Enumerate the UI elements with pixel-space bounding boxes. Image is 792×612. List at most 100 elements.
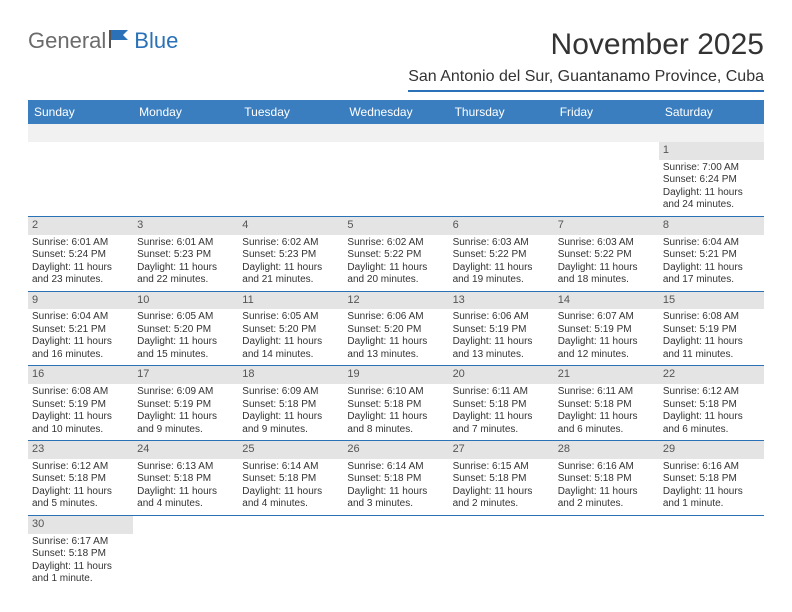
blank-row bbox=[28, 124, 764, 142]
sunrise-line: Sunrise: 6:15 AM bbox=[453, 461, 550, 474]
sunrise-line: Sunrise: 6:04 AM bbox=[32, 311, 129, 324]
sunset-line: Sunset: 5:18 PM bbox=[663, 399, 760, 412]
sunset-line: Sunset: 5:18 PM bbox=[453, 473, 550, 486]
day-number: 7 bbox=[554, 217, 659, 235]
empty-cell bbox=[554, 515, 659, 589]
sunrise-line: Sunrise: 7:00 AM bbox=[663, 162, 760, 175]
day-body: Sunrise: 6:04 AMSunset: 5:21 PMDaylight:… bbox=[28, 309, 133, 365]
day-body: Sunrise: 6:12 AMSunset: 5:18 PMDaylight:… bbox=[28, 459, 133, 515]
daylight-line: Daylight: 11 hours and 6 minutes. bbox=[663, 411, 760, 436]
title-rule bbox=[408, 90, 764, 92]
day-cell: 12Sunrise: 6:06 AMSunset: 5:20 PMDayligh… bbox=[343, 291, 448, 366]
sunrise-line: Sunrise: 6:06 AM bbox=[453, 311, 550, 324]
day-number: 6 bbox=[449, 217, 554, 235]
daylight-line: Daylight: 11 hours and 10 minutes. bbox=[32, 411, 129, 436]
weekday-header: Saturday bbox=[659, 100, 764, 124]
week-row: 2Sunrise: 6:01 AMSunset: 5:24 PMDaylight… bbox=[28, 216, 764, 291]
daylight-line: Daylight: 11 hours and 17 minutes. bbox=[663, 262, 760, 287]
day-body: Sunrise: 6:03 AMSunset: 5:22 PMDaylight:… bbox=[554, 235, 659, 291]
day-number: 27 bbox=[449, 441, 554, 459]
day-cell: 27Sunrise: 6:15 AMSunset: 5:18 PMDayligh… bbox=[449, 441, 554, 516]
day-body: Sunrise: 6:01 AMSunset: 5:24 PMDaylight:… bbox=[28, 235, 133, 291]
daylight-line: Daylight: 11 hours and 1 minute. bbox=[32, 561, 129, 586]
sunrise-line: Sunrise: 6:08 AM bbox=[663, 311, 760, 324]
location: San Antonio del Sur, Guantanamo Province… bbox=[408, 68, 764, 86]
day-body: Sunrise: 6:11 AMSunset: 5:18 PMDaylight:… bbox=[449, 384, 554, 440]
day-body: Sunrise: 6:13 AMSunset: 5:18 PMDaylight:… bbox=[133, 459, 238, 515]
day-body: Sunrise: 6:14 AMSunset: 5:18 PMDaylight:… bbox=[238, 459, 343, 515]
day-body: Sunrise: 6:03 AMSunset: 5:22 PMDaylight:… bbox=[449, 235, 554, 291]
daylight-line: Daylight: 11 hours and 6 minutes. bbox=[558, 411, 655, 436]
sunset-line: Sunset: 5:18 PM bbox=[663, 473, 760, 486]
calendar-table: Sunday Monday Tuesday Wednesday Thursday… bbox=[28, 100, 764, 590]
daylight-line: Daylight: 11 hours and 11 minutes. bbox=[663, 336, 760, 361]
sunset-line: Sunset: 5:19 PM bbox=[137, 399, 234, 412]
day-number: 9 bbox=[28, 292, 133, 310]
daylight-line: Daylight: 11 hours and 18 minutes. bbox=[558, 262, 655, 287]
day-cell: 1Sunrise: 7:00 AMSunset: 6:24 PMDaylight… bbox=[659, 142, 764, 216]
daylight-line: Daylight: 11 hours and 12 minutes. bbox=[558, 336, 655, 361]
day-number: 24 bbox=[133, 441, 238, 459]
day-cell: 4Sunrise: 6:02 AMSunset: 5:23 PMDaylight… bbox=[238, 216, 343, 291]
sunrise-line: Sunrise: 6:08 AM bbox=[32, 386, 129, 399]
header: General Blue November 2025 San Antonio d… bbox=[28, 28, 764, 92]
day-number: 23 bbox=[28, 441, 133, 459]
sunset-line: Sunset: 5:19 PM bbox=[558, 324, 655, 337]
daylight-line: Daylight: 11 hours and 5 minutes. bbox=[32, 486, 129, 511]
daylight-line: Daylight: 11 hours and 8 minutes. bbox=[347, 411, 444, 436]
empty-cell bbox=[449, 142, 554, 216]
title-block: November 2025 San Antonio del Sur, Guant… bbox=[408, 28, 764, 92]
day-cell: 28Sunrise: 6:16 AMSunset: 5:18 PMDayligh… bbox=[554, 441, 659, 516]
day-cell: 11Sunrise: 6:05 AMSunset: 5:20 PMDayligh… bbox=[238, 291, 343, 366]
blank-cell bbox=[28, 124, 133, 142]
weekday-header: Sunday bbox=[28, 100, 133, 124]
sunrise-line: Sunrise: 6:11 AM bbox=[558, 386, 655, 399]
daylight-line: Daylight: 11 hours and 2 minutes. bbox=[453, 486, 550, 511]
day-body: Sunrise: 7:00 AMSunset: 6:24 PMDaylight:… bbox=[659, 160, 764, 216]
sunrise-line: Sunrise: 6:12 AM bbox=[663, 386, 760, 399]
day-number: 20 bbox=[449, 366, 554, 384]
day-number: 25 bbox=[238, 441, 343, 459]
sunset-line: Sunset: 5:22 PM bbox=[453, 249, 550, 262]
day-number: 1 bbox=[659, 142, 764, 160]
daylight-line: Daylight: 11 hours and 1 minute. bbox=[663, 486, 760, 511]
sunset-line: Sunset: 6:24 PM bbox=[663, 174, 760, 187]
sunrise-line: Sunrise: 6:16 AM bbox=[558, 461, 655, 474]
day-cell: 26Sunrise: 6:14 AMSunset: 5:18 PMDayligh… bbox=[343, 441, 448, 516]
day-number: 21 bbox=[554, 366, 659, 384]
blank-cell bbox=[659, 124, 764, 142]
day-cell: 24Sunrise: 6:13 AMSunset: 5:18 PMDayligh… bbox=[133, 441, 238, 516]
sunset-line: Sunset: 5:21 PM bbox=[32, 324, 129, 337]
day-body: Sunrise: 6:02 AMSunset: 5:23 PMDaylight:… bbox=[238, 235, 343, 291]
day-cell: 29Sunrise: 6:16 AMSunset: 5:18 PMDayligh… bbox=[659, 441, 764, 516]
week-row: 16Sunrise: 6:08 AMSunset: 5:19 PMDayligh… bbox=[28, 366, 764, 441]
sunset-line: Sunset: 5:21 PM bbox=[663, 249, 760, 262]
day-body: Sunrise: 6:08 AMSunset: 5:19 PMDaylight:… bbox=[28, 384, 133, 440]
day-body: Sunrise: 6:09 AMSunset: 5:18 PMDaylight:… bbox=[238, 384, 343, 440]
day-number: 22 bbox=[659, 366, 764, 384]
sunset-line: Sunset: 5:18 PM bbox=[558, 399, 655, 412]
day-body: Sunrise: 6:12 AMSunset: 5:18 PMDaylight:… bbox=[659, 384, 764, 440]
sunset-line: Sunset: 5:18 PM bbox=[137, 473, 234, 486]
flag-icon bbox=[108, 28, 132, 54]
day-cell: 30Sunrise: 6:17 AMSunset: 5:18 PMDayligh… bbox=[28, 515, 133, 589]
weekday-header: Thursday bbox=[449, 100, 554, 124]
day-number: 16 bbox=[28, 366, 133, 384]
weekday-row: Sunday Monday Tuesday Wednesday Thursday… bbox=[28, 100, 764, 124]
weekday-header: Monday bbox=[133, 100, 238, 124]
logo-text-2: Blue bbox=[134, 28, 178, 54]
sunrise-line: Sunrise: 6:17 AM bbox=[32, 536, 129, 549]
month-title: November 2025 bbox=[408, 28, 764, 62]
day-number: 2 bbox=[28, 217, 133, 235]
sunrise-line: Sunrise: 6:03 AM bbox=[453, 237, 550, 250]
day-body: Sunrise: 6:05 AMSunset: 5:20 PMDaylight:… bbox=[133, 309, 238, 365]
daylight-line: Daylight: 11 hours and 9 minutes. bbox=[242, 411, 339, 436]
sunset-line: Sunset: 5:18 PM bbox=[453, 399, 550, 412]
day-cell: 17Sunrise: 6:09 AMSunset: 5:19 PMDayligh… bbox=[133, 366, 238, 441]
sunset-line: Sunset: 5:20 PM bbox=[242, 324, 339, 337]
sunset-line: Sunset: 5:19 PM bbox=[453, 324, 550, 337]
empty-cell bbox=[343, 142, 448, 216]
day-body: Sunrise: 6:15 AMSunset: 5:18 PMDaylight:… bbox=[449, 459, 554, 515]
daylight-line: Daylight: 11 hours and 14 minutes. bbox=[242, 336, 339, 361]
sunrise-line: Sunrise: 6:13 AM bbox=[137, 461, 234, 474]
